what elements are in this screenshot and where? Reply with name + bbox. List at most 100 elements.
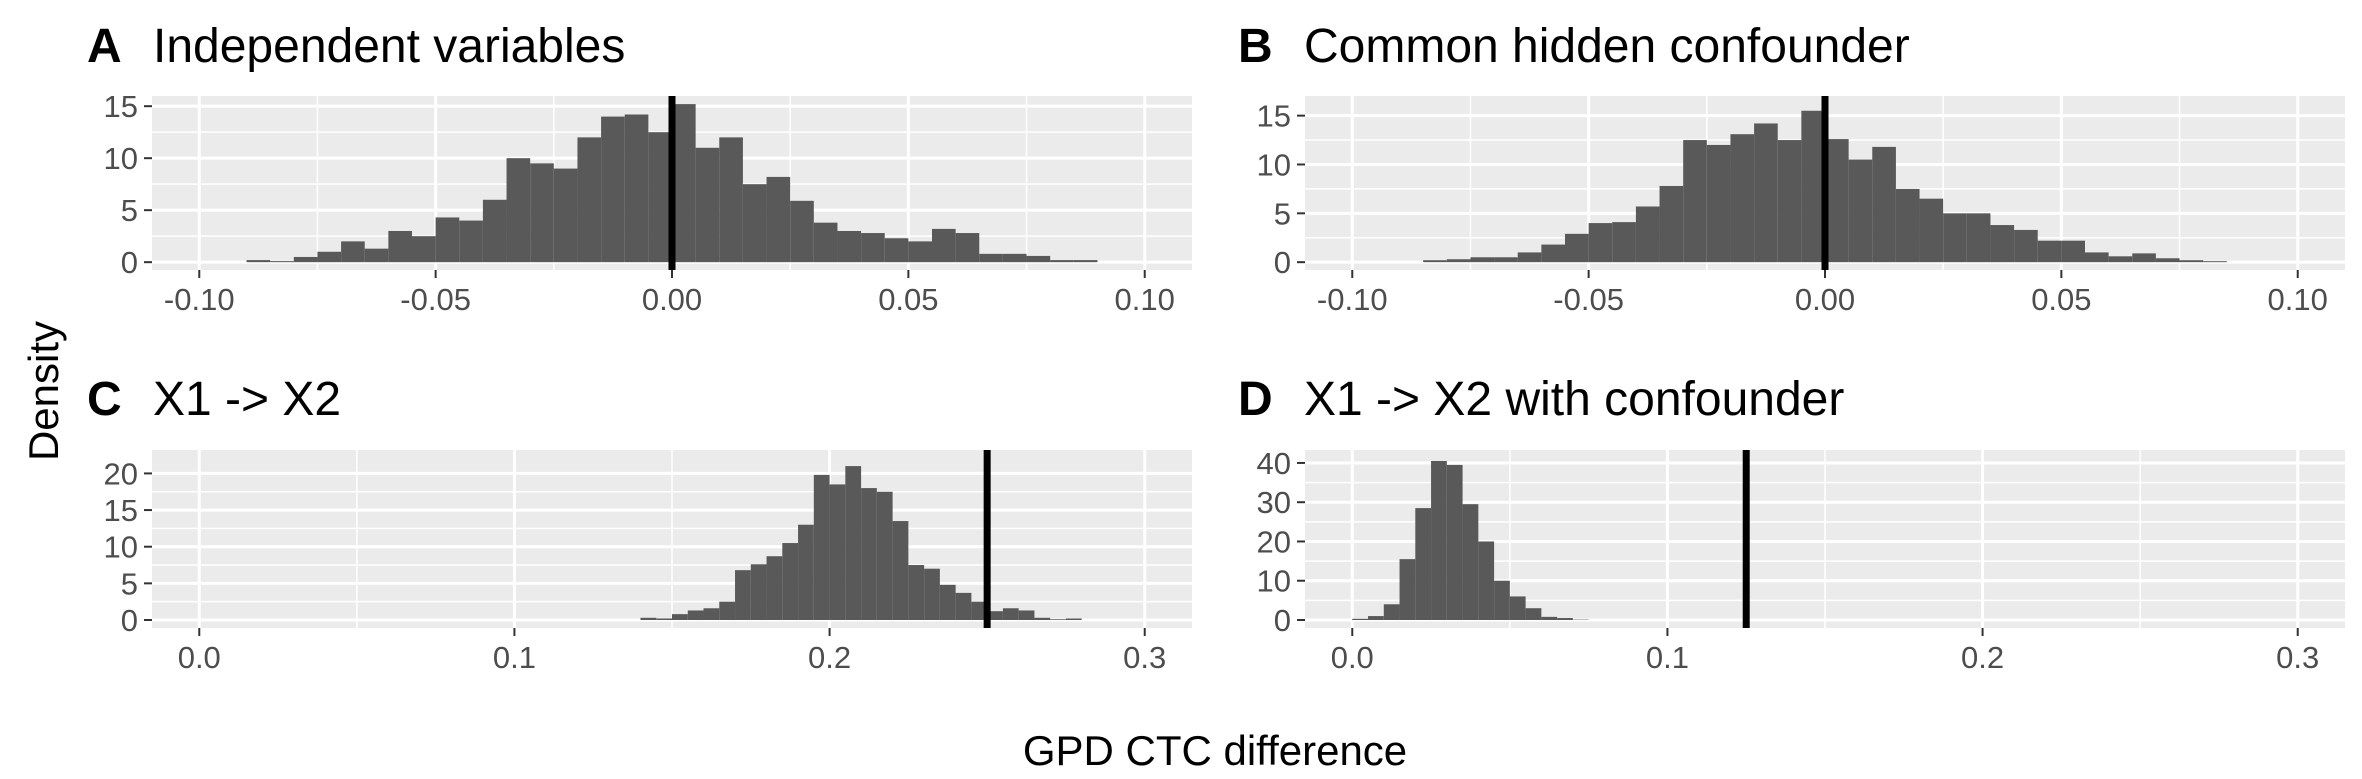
histogram-bar xyxy=(2061,240,2085,263)
histogram-bar xyxy=(2155,258,2180,263)
histogram-bar xyxy=(1541,616,1558,620)
y-tick-label: 15 xyxy=(1257,99,1291,134)
histogram-bar xyxy=(1659,185,1684,263)
y-tick-label: 10 xyxy=(1257,564,1291,599)
histogram-bar xyxy=(695,147,720,263)
histogram-bar xyxy=(939,584,956,620)
y-tick-label: 15 xyxy=(104,89,138,124)
y-tick-label: 20 xyxy=(1257,524,1291,559)
histogram-bar xyxy=(1777,140,1802,263)
histogram-bar xyxy=(1612,222,1636,263)
y-tick-label: 15 xyxy=(104,493,138,528)
histogram-bar xyxy=(979,253,1003,263)
panel-a: -0.10 -0.05 0.00 0.05 0.10 0 5 10 15 A Independent… xyxy=(87,20,1192,317)
y-tick-label: 10 xyxy=(1257,147,1291,182)
histogram-bar xyxy=(1478,541,1495,620)
panel-title: X1 -> X2 with confounder xyxy=(1304,373,1844,426)
x-tick-label: 0.0 xyxy=(178,640,221,675)
x-tick-label: 0.05 xyxy=(878,282,938,317)
histogram-bar xyxy=(955,233,980,263)
x-tick-label: 0.10 xyxy=(1115,282,1175,317)
histogram-bar xyxy=(719,601,736,620)
histogram-bar xyxy=(270,261,294,263)
x-tick-label: 0.2 xyxy=(1961,640,2004,675)
histogram-bar xyxy=(1494,580,1510,620)
histogram-bar xyxy=(1050,260,1074,263)
histogram-bar xyxy=(506,158,531,263)
histogram-bar xyxy=(2203,261,2227,263)
histogram-bar xyxy=(884,238,909,263)
histogram-bar xyxy=(553,168,578,263)
histogram-bar xyxy=(1872,146,1896,263)
histogram-bar xyxy=(640,617,657,620)
histogram-bar xyxy=(1895,188,1920,263)
histogram-bar xyxy=(766,556,783,620)
histogram-bar xyxy=(955,592,972,620)
histogram-bar xyxy=(876,491,893,620)
x-tick-label: 0.0 xyxy=(1331,640,1374,675)
histogram-bar xyxy=(388,230,412,263)
histogram-bar xyxy=(798,524,814,620)
x-tick-label: 0.05 xyxy=(2031,282,2091,317)
histogram-bar xyxy=(1446,259,1471,263)
histogram-bar xyxy=(1470,257,1495,263)
histogram-bar xyxy=(577,137,602,263)
panel-title: Independent variables xyxy=(153,20,625,73)
histogram-bar xyxy=(861,488,877,620)
histogram-bar xyxy=(601,116,625,263)
histogram-bar xyxy=(1415,508,1432,620)
histogram-bar xyxy=(924,568,940,620)
histogram-bar xyxy=(782,543,799,620)
histogram-bar xyxy=(1352,618,1369,620)
histogram-bar xyxy=(1525,608,1542,620)
histogram-bar xyxy=(459,220,483,263)
x-tick-label: -0.05 xyxy=(1553,282,1624,317)
histogram-bar xyxy=(719,137,743,263)
y-tick-label: 5 xyxy=(1274,196,1291,231)
histogram-bar xyxy=(932,228,956,263)
histogram-bar xyxy=(624,114,649,263)
histogram-bar xyxy=(703,608,720,620)
histogram-bar xyxy=(742,184,767,263)
histogram-bar xyxy=(687,610,704,620)
histogram-bar xyxy=(412,236,436,263)
histogram-bar xyxy=(656,618,672,620)
histogram-bar xyxy=(1517,252,1542,263)
histogram-bar xyxy=(813,474,830,620)
y-tick-label: 5 xyxy=(121,193,138,228)
histogram-bar xyxy=(892,521,909,620)
histogram-bar xyxy=(1065,618,1082,620)
y-tick-label: 5 xyxy=(121,566,138,601)
histogram-bar xyxy=(1825,139,1849,263)
histogram-bar xyxy=(1026,255,1051,263)
histogram-bar xyxy=(987,611,1003,620)
histogram-bar xyxy=(246,260,271,263)
histogram-bar xyxy=(1002,253,1027,263)
y-axis-title: Density xyxy=(20,321,67,461)
histogram-bar xyxy=(1754,123,1778,263)
histogram-bar xyxy=(317,251,342,263)
x-tick-label: 0.00 xyxy=(1795,282,1855,317)
panel-b: -0.10 -0.05 0.00 0.05 0.10 0 5 10 15 B Common hidd… xyxy=(1238,20,2345,317)
histogram-bar xyxy=(766,176,791,263)
histogram-bar xyxy=(1034,617,1051,620)
panel-title: X1 -> X2 xyxy=(153,373,341,426)
histogram-bar xyxy=(1368,616,1384,620)
y-tick-label: 40 xyxy=(1257,446,1291,481)
histogram-bar xyxy=(1018,610,1035,620)
histogram-bar xyxy=(1423,260,1447,263)
panel-letter: C xyxy=(87,373,122,426)
histogram-bar xyxy=(648,132,672,263)
histogram-bar xyxy=(1706,144,1731,263)
histogram-bar xyxy=(482,199,507,263)
histogram-bar xyxy=(1683,140,1707,263)
histogram-bar xyxy=(908,241,932,263)
histogram-bar xyxy=(1002,608,1019,620)
histogram-bar xyxy=(364,248,389,263)
histogram-bar xyxy=(1635,206,1660,263)
histogram-bar xyxy=(1919,198,1944,263)
histogram-bar xyxy=(2014,229,2038,263)
y-tick-label: 30 xyxy=(1257,485,1291,520)
panel-letter: A xyxy=(87,20,122,73)
